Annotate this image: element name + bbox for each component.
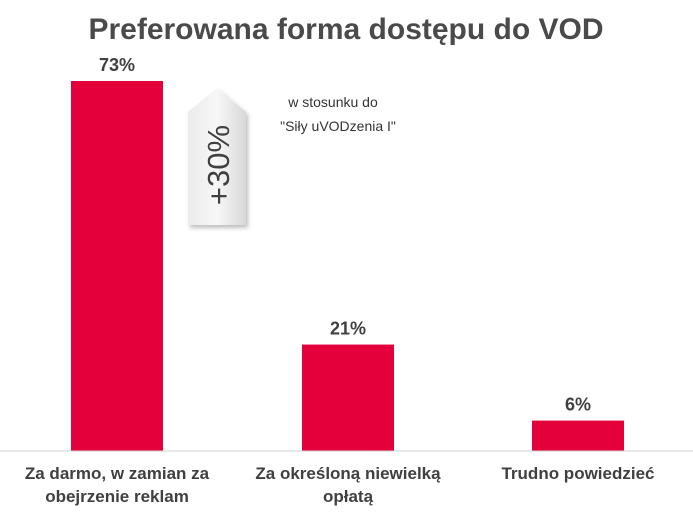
value-label-3: 6% (565, 395, 591, 415)
chart-title: Preferowana forma dostępu do VOD (88, 13, 603, 46)
bar-2 (302, 344, 394, 451)
up-arrow-shape (188, 88, 246, 225)
category-labels-group: Za darmo, w zamian za obejrzenie reklam Za… (25, 464, 655, 506)
value-label-1: 73% (99, 55, 135, 75)
category-label-1-line-2: obejrzenie reklam (45, 487, 189, 506)
annotation-note-line-2: "Siły uVODzenia I" (280, 118, 396, 134)
bars-group (71, 81, 624, 451)
category-label-1-line-1: Za darmo, w zamian za (25, 464, 210, 483)
increase-badge (188, 88, 246, 225)
category-label-3-line-1: Trudno powiedzieć (501, 464, 654, 483)
category-label-2-line-1: Za określoną niewielką (255, 464, 441, 483)
bar-1 (71, 81, 163, 451)
value-labels-group: 73% 21% 6% (99, 55, 591, 415)
category-label-2-line-2: opłatą (323, 487, 374, 506)
annotation-note-line-1: w stosunku do (287, 94, 378, 110)
value-label-2: 21% (330, 319, 366, 339)
bar-3 (532, 420, 624, 451)
increase-badge-label: +30% (201, 125, 236, 205)
